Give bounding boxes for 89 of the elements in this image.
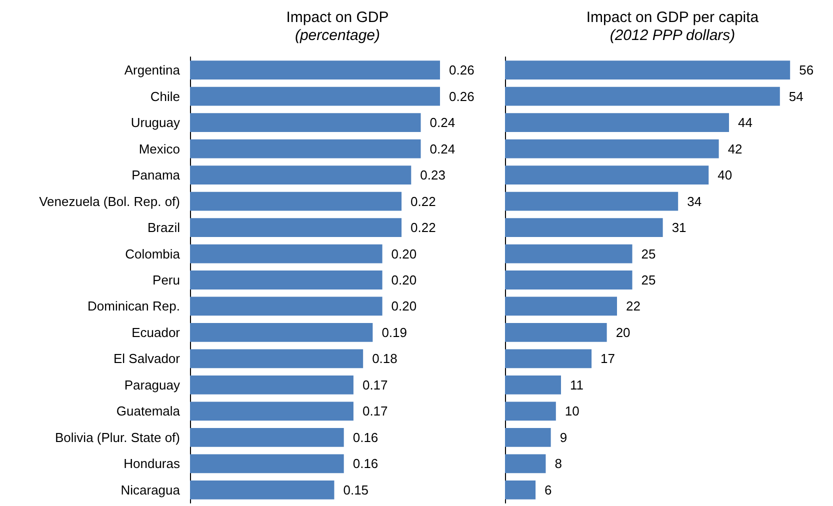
bar [505, 270, 632, 290]
bar [190, 270, 382, 290]
data-label: 8 [554, 456, 562, 472]
data-label: 0.20 [391, 298, 417, 314]
data-label: 9 [560, 430, 568, 445]
data-label: 42 [728, 141, 742, 156]
bar [505, 86, 780, 106]
data-label: 0.20 [391, 272, 417, 288]
data-label: 0.17 [362, 377, 388, 392]
bar [505, 428, 551, 447]
bar [190, 480, 334, 500]
data-label: 11 [570, 377, 584, 392]
y-tick-label: Venezuela (Bol. Rep. of) [39, 194, 180, 209]
data-label: 0.22 [410, 220, 436, 236]
bar [505, 166, 709, 185]
bar [505, 349, 592, 368]
bar [190, 296, 382, 316]
data-label: 40 [718, 168, 732, 183]
data-label: 0.15 [343, 482, 369, 498]
data-label: 20 [616, 324, 630, 340]
bar [190, 402, 354, 421]
bar [505, 454, 546, 474]
data-label: 6 [544, 482, 552, 498]
bar [190, 113, 421, 132]
y-tick-label: Guatemala [116, 404, 181, 419]
chart-title: Impact on GDP per capita [586, 9, 760, 26]
chart-subtitle: (2012 PPP dollars) [610, 27, 736, 44]
data-label: 22 [626, 298, 640, 314]
bar [190, 454, 344, 474]
data-label: 0.16 [352, 430, 378, 445]
bar [505, 402, 556, 421]
data-label: 0.18 [372, 351, 398, 366]
bar [190, 166, 412, 185]
y-tick-label: Peru [152, 272, 180, 288]
y-tick-label: Honduras [124, 456, 180, 472]
chart-subtitle: (percentage) [294, 27, 380, 44]
data-label: 25 [641, 272, 656, 288]
bar [505, 218, 663, 237]
data-label: 0.26 [449, 62, 474, 78]
bar [505, 113, 729, 132]
bar [505, 480, 536, 500]
bar [505, 192, 678, 211]
y-tick-label: Chile [150, 88, 180, 104]
y-tick-label: Panama [132, 168, 181, 183]
y-tick-label: Uruguay [130, 115, 180, 130]
bar [190, 428, 344, 447]
data-label: 0.23 [420, 168, 446, 183]
data-label: 0.17 [362, 404, 388, 419]
bar [190, 86, 440, 106]
bar [505, 60, 790, 80]
data-label: 0.16 [352, 456, 378, 472]
data-label: 31 [672, 220, 686, 236]
bar [505, 139, 719, 158]
bar [190, 349, 364, 368]
data-label: 25 [641, 246, 656, 262]
bar [505, 296, 617, 316]
data-label: 0.24 [430, 115, 456, 130]
bar [190, 192, 402, 211]
data-label: 44 [738, 115, 752, 130]
y-tick-label: Ecuador [132, 324, 181, 340]
bar [190, 60, 440, 80]
y-tick-label: Paraguay [124, 377, 180, 392]
bar [190, 244, 382, 264]
bar [190, 375, 354, 394]
y-tick-label: Brazil [147, 220, 180, 236]
data-label: 10 [564, 404, 580, 419]
data-label: 0.22 [410, 194, 436, 209]
y-tick-label: Colombia [125, 246, 181, 262]
bar [505, 244, 632, 264]
data-label: 0.19 [382, 324, 408, 340]
y-tick-label: Mexico [138, 141, 180, 156]
bar [190, 139, 421, 158]
data-label: 54 [788, 88, 804, 104]
data-label: 0.26 [449, 88, 474, 104]
data-label: 0.24 [430, 141, 456, 156]
y-tick-label: Nicaragua [120, 482, 181, 498]
y-tick-label: Dominican Rep. [88, 298, 180, 314]
y-tick-label: Bolivia (Plur. State of) [55, 430, 180, 445]
y-tick-label: Argentina [124, 62, 181, 78]
bar [505, 375, 561, 394]
y-tick-label: El Salvador [114, 351, 181, 366]
data-label: 17 [600, 351, 616, 366]
bar [190, 218, 402, 237]
data-label: 56 [799, 62, 814, 78]
data-label: 34 [687, 194, 702, 209]
bar [505, 323, 607, 342]
bar [190, 323, 373, 342]
chart-title: Impact on GDP [286, 9, 389, 26]
data-label: 0.20 [391, 246, 417, 262]
